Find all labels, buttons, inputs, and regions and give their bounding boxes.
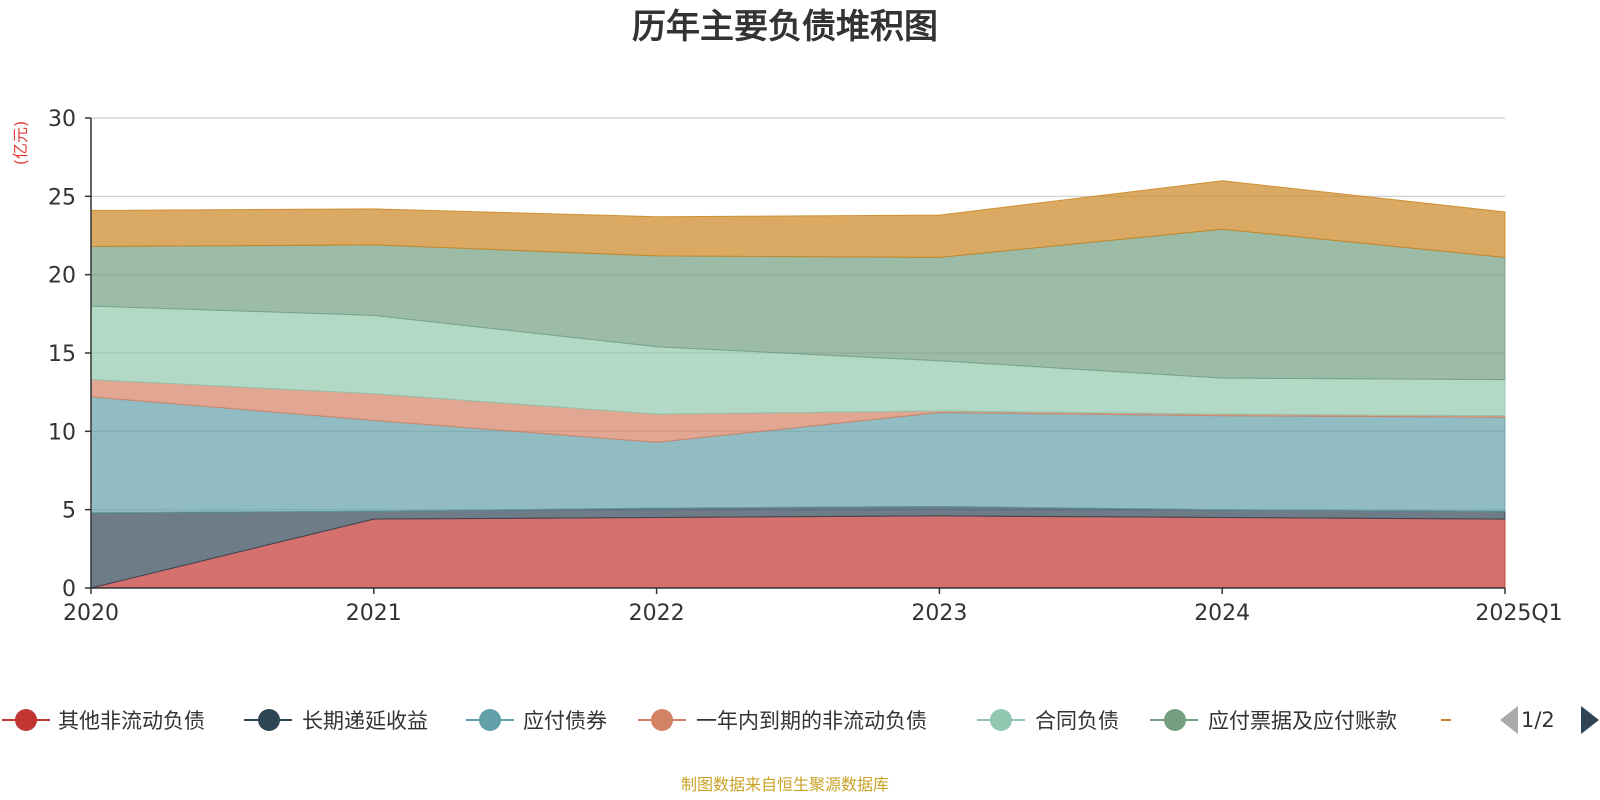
y-tick-label: 30 xyxy=(48,107,76,132)
legend-label: 其他非流动负债 xyxy=(58,709,205,733)
y-axis-unit-label: (亿元) xyxy=(11,121,30,166)
legend-label: 合同负债 xyxy=(1035,709,1119,733)
triangle-right-icon[interactable] xyxy=(1581,706,1599,734)
legend-item[interactable]: 合同负债 xyxy=(977,709,1119,733)
legend-pager: 1/2 xyxy=(1500,706,1599,734)
triangle-left-icon[interactable] xyxy=(1500,706,1518,734)
legend-label: 应付票据及应付账款 xyxy=(1208,709,1397,733)
x-tick-label: 2021 xyxy=(346,601,402,626)
y-tick-label: 10 xyxy=(48,420,76,445)
y-tick-label: 5 xyxy=(62,499,76,524)
legend-label: 应付债券 xyxy=(523,709,607,733)
legend-marker xyxy=(479,709,501,731)
y-tick-label: 20 xyxy=(48,264,76,289)
legend-page-indicator: 1/2 xyxy=(1521,708,1555,732)
x-tick-label: 2024 xyxy=(1194,601,1250,626)
area-series xyxy=(90,180,1506,258)
y-tick-label: 15 xyxy=(48,342,76,367)
axes: 0 5 10 15 20 25 30 2020 2021 2022 2023 2024 2025Q1 xyxy=(48,107,1563,626)
legend-item[interactable]: 应付债券 xyxy=(466,709,607,733)
legend-marker xyxy=(990,709,1012,731)
legend-item[interactable]: 应付票据及应付账款 xyxy=(1150,709,1397,733)
x-tick-label: 2020 xyxy=(63,601,119,626)
x-tick-label: 2023 xyxy=(911,601,967,626)
legend-label: 一年内到期的非流动负债 xyxy=(696,709,927,733)
legend: 其他非流动负债 长期递延收益 应付债券 一年内到期的非流动负债 合同负债 应付票据及应付账… xyxy=(2,709,1451,733)
legend-item[interactable]: 一年内到期的非流动负债 xyxy=(638,709,927,733)
legend-marker xyxy=(651,709,673,731)
legend-marker xyxy=(1164,709,1186,731)
source-note: 制图数据来自恒生聚源数据库 xyxy=(681,775,889,794)
legend-label: 长期递延收益 xyxy=(302,709,428,733)
legend-marker xyxy=(15,709,37,731)
chart-title: 历年主要负债堆积图 xyxy=(632,7,938,47)
x-tick-label: 2025Q1 xyxy=(1475,601,1562,626)
legend-item[interactable]: 其他非流动负债 xyxy=(2,709,205,733)
legend-item[interactable]: 长期递延收益 xyxy=(244,709,428,733)
y-tick-label: 25 xyxy=(48,185,76,210)
legend-marker xyxy=(258,709,280,731)
area-series-group xyxy=(90,180,1506,589)
y-tick-label: 0 xyxy=(62,577,76,602)
x-tick-label: 2022 xyxy=(629,601,685,626)
